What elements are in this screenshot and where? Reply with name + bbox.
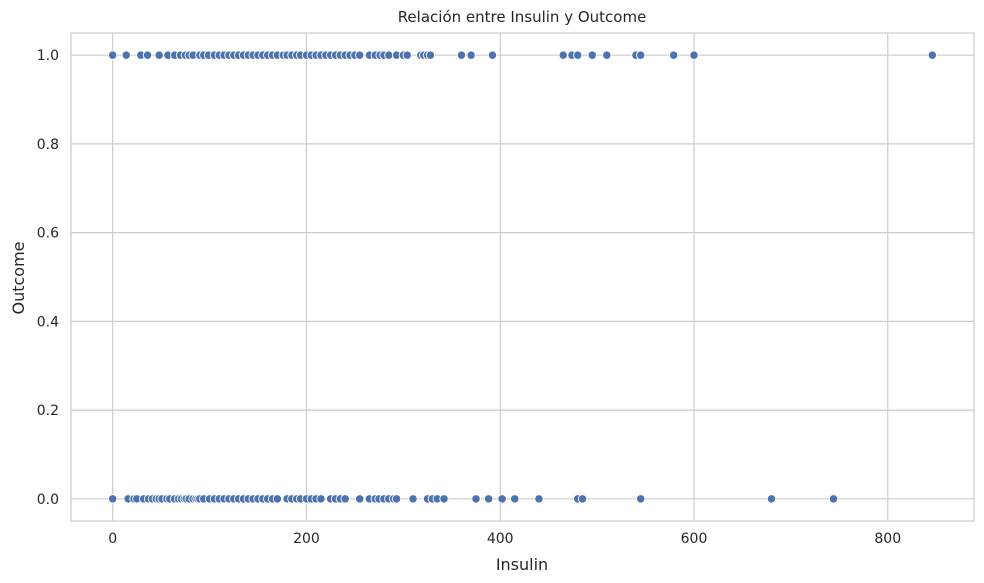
data-point <box>384 50 394 60</box>
x-tick-labels: 0 200 400 600 800 <box>108 531 901 547</box>
data-point <box>828 494 839 504</box>
data-point <box>587 50 597 60</box>
data-point <box>316 494 326 504</box>
x-tick-label: 600 <box>681 531 708 547</box>
y-tick-label: 0.4 <box>37 314 59 330</box>
y-tick-label: 0.6 <box>37 226 59 242</box>
data-point <box>577 494 588 504</box>
data-point <box>766 494 777 504</box>
data-point <box>108 50 118 60</box>
data-point <box>558 50 568 60</box>
data-point <box>689 50 699 60</box>
y-tick-label: 1.0 <box>37 48 59 64</box>
y-tick-label: 0.2 <box>37 403 59 419</box>
data-point <box>154 50 164 60</box>
data-point <box>487 50 498 60</box>
data-point <box>425 50 436 60</box>
y-tick-label: 0.0 <box>37 492 59 508</box>
data-point <box>636 494 646 504</box>
y-axis-label: Outcome <box>9 241 28 314</box>
data-point <box>483 494 494 504</box>
data-point <box>408 494 418 504</box>
data-point <box>439 494 449 504</box>
data-point <box>402 50 412 60</box>
x-tick-label: 800 <box>874 531 901 547</box>
grid <box>71 33 974 521</box>
x-tick-label: 400 <box>487 531 514 547</box>
data-point <box>534 494 544 504</box>
data-point <box>391 494 402 504</box>
chart-title: Relación entre Insulin y Outcome <box>398 8 647 26</box>
data-point <box>927 50 937 60</box>
data-point <box>142 50 153 60</box>
data-point <box>121 50 131 60</box>
data-point <box>636 50 646 60</box>
data-point <box>355 50 365 60</box>
data-point <box>573 50 583 60</box>
data-point <box>108 494 118 504</box>
data-point <box>456 50 467 60</box>
x-axis-label: Insulin <box>496 555 548 574</box>
data-point <box>466 50 476 60</box>
y-tick-labels: 0.0 0.2 0.4 0.6 0.8 1.0 <box>37 48 59 508</box>
plot-frame <box>70 32 975 522</box>
data-point <box>510 494 520 504</box>
data-points <box>108 50 937 504</box>
data-point <box>668 50 679 60</box>
x-tick-label: 0 <box>108 531 117 547</box>
data-point <box>272 494 283 504</box>
x-tick-label: 200 <box>293 531 320 547</box>
data-point <box>602 50 612 60</box>
data-point <box>355 494 365 504</box>
data-point <box>471 494 481 504</box>
y-tick-label: 0.8 <box>37 137 59 153</box>
data-point <box>340 494 350 504</box>
data-point <box>497 494 507 504</box>
